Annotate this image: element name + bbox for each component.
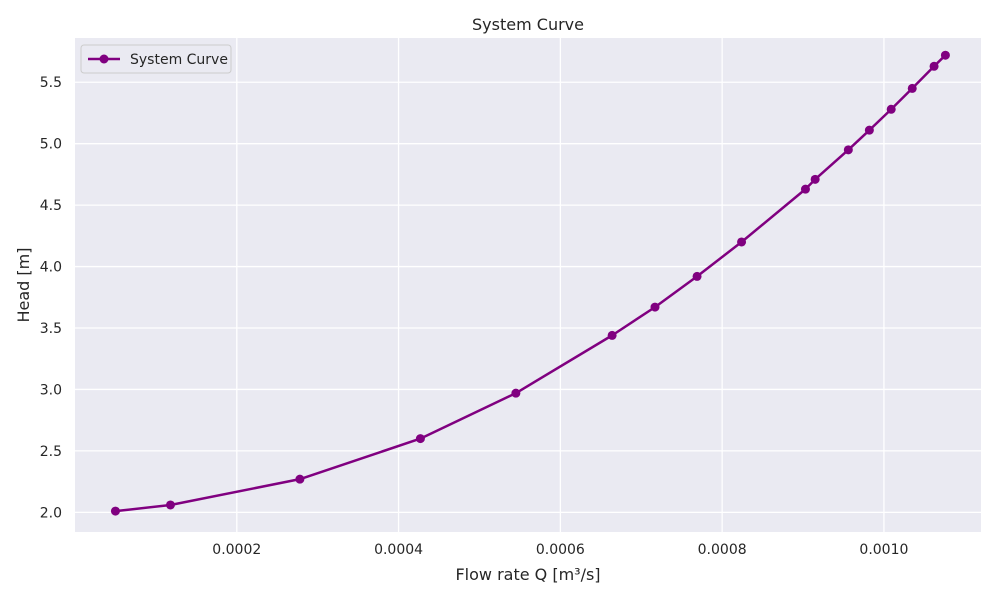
y-tick-labels: 2.0 2.5 3.0 3.5 4.0 4.5 5.0 5.5 bbox=[40, 75, 62, 521]
data-point bbox=[864, 125, 874, 135]
grid-lines bbox=[75, 38, 981, 532]
y-tick-label: 5.5 bbox=[40, 75, 62, 91]
data-point bbox=[810, 174, 820, 184]
series-layer bbox=[110, 50, 950, 516]
y-tick-label: 4.0 bbox=[40, 260, 62, 276]
x-axis-label: Flow rate Q [m³/s] bbox=[455, 565, 600, 584]
data-point bbox=[886, 104, 896, 114]
data-point bbox=[843, 145, 853, 155]
x-tick-label: 0.0008 bbox=[698, 542, 747, 558]
y-axis-label: Head [m] bbox=[14, 248, 33, 323]
data-point bbox=[692, 271, 702, 281]
legend-box bbox=[80, 44, 232, 74]
data-point bbox=[607, 330, 617, 340]
data-point bbox=[907, 83, 917, 93]
data-point bbox=[737, 237, 747, 247]
y-tick-label: 2.0 bbox=[40, 505, 62, 521]
x-tick-label: 0.0004 bbox=[374, 542, 423, 558]
legend-point-marker bbox=[99, 54, 109, 64]
data-point bbox=[415, 434, 425, 444]
x-tick-labels: 0.0002 0.0004 0.0006 0.0008 0.0010 bbox=[212, 542, 908, 558]
data-point bbox=[929, 61, 939, 71]
data-point bbox=[165, 500, 175, 510]
data-point bbox=[295, 474, 305, 484]
y-tick-label: 5.0 bbox=[40, 137, 62, 153]
legend: System Curve bbox=[80, 44, 232, 74]
y-tick-label: 2.5 bbox=[40, 444, 62, 460]
legend-label: System Curve bbox=[130, 52, 228, 68]
x-tick-label: 0.0002 bbox=[212, 542, 261, 558]
x-tick-label: 0.0006 bbox=[536, 542, 585, 558]
data-point bbox=[800, 184, 810, 194]
data-point bbox=[940, 50, 950, 60]
data-point bbox=[110, 506, 120, 516]
x-tick-label: 0.0010 bbox=[859, 542, 908, 558]
data-point bbox=[511, 388, 521, 398]
y-tick-label: 3.5 bbox=[40, 321, 62, 337]
y-tick-label: 3.0 bbox=[40, 382, 62, 398]
y-tick-label: 4.5 bbox=[40, 198, 62, 214]
chart-title: System Curve bbox=[472, 15, 584, 34]
plot-area-background bbox=[75, 38, 981, 532]
data-point bbox=[650, 302, 660, 312]
